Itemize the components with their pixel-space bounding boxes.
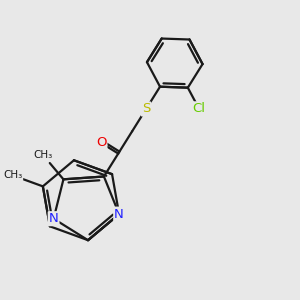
Text: N: N	[49, 212, 58, 225]
Text: Cl: Cl	[193, 102, 206, 115]
Text: O: O	[96, 136, 106, 149]
Text: CH₃: CH₃	[33, 150, 52, 160]
Text: S: S	[142, 103, 150, 116]
Text: N: N	[114, 208, 124, 220]
Text: CH₃: CH₃	[3, 170, 22, 180]
